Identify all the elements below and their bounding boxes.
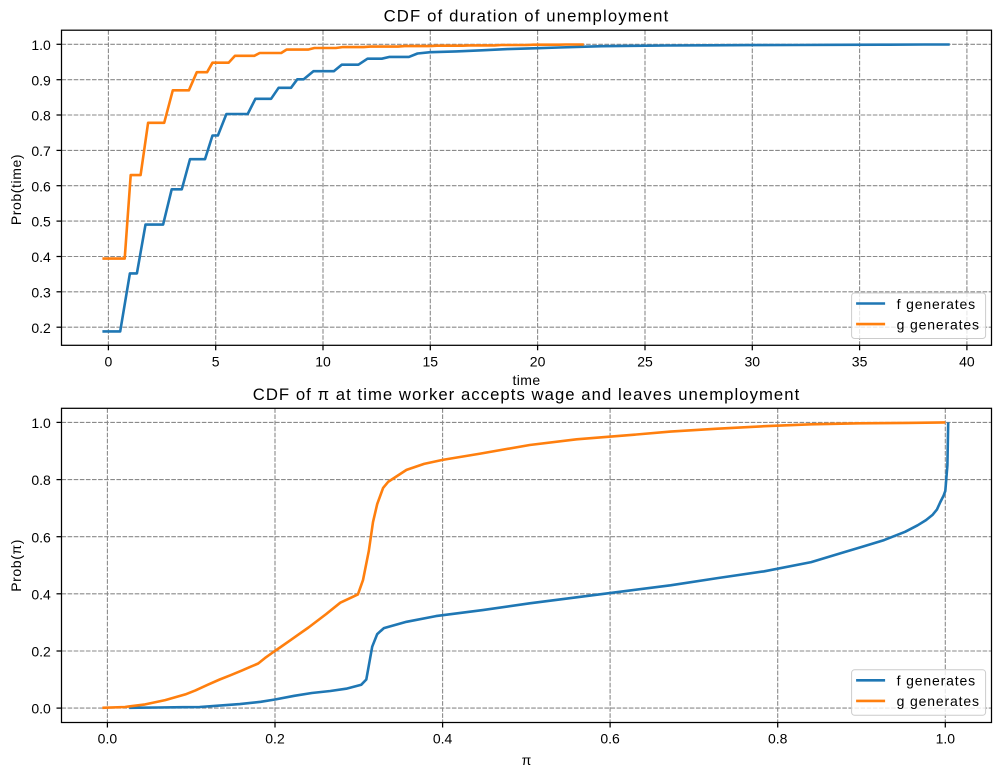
svg-text:0.8: 0.8 bbox=[31, 472, 51, 488]
svg-text:1.0: 1.0 bbox=[31, 415, 51, 431]
svg-text:0.8: 0.8 bbox=[768, 731, 788, 747]
svg-text:0.0: 0.0 bbox=[31, 701, 51, 717]
svg-text:10: 10 bbox=[315, 354, 331, 370]
svg-text:1.0: 1.0 bbox=[936, 731, 956, 747]
svg-text:CDF of π at time worker accept: CDF of π at time worker accepts wage and… bbox=[253, 385, 801, 404]
svg-text:π: π bbox=[522, 752, 532, 768]
svg-text:0.4: 0.4 bbox=[31, 586, 51, 602]
svg-text:f generates: f generates bbox=[897, 296, 976, 312]
svg-text:0.6: 0.6 bbox=[31, 178, 51, 194]
svg-text:0.4: 0.4 bbox=[31, 249, 51, 265]
svg-text:0: 0 bbox=[105, 354, 113, 370]
svg-text:40: 40 bbox=[959, 354, 975, 370]
svg-text:25: 25 bbox=[637, 354, 653, 370]
svg-text:0.2: 0.2 bbox=[265, 731, 285, 747]
svg-text:1.0: 1.0 bbox=[31, 37, 51, 53]
svg-text:0.7: 0.7 bbox=[31, 143, 51, 159]
svg-text:20: 20 bbox=[530, 354, 546, 370]
svg-text:0.2: 0.2 bbox=[31, 644, 51, 660]
svg-text:0.9: 0.9 bbox=[31, 72, 51, 88]
svg-text:0.8: 0.8 bbox=[31, 108, 51, 124]
svg-text:time: time bbox=[512, 372, 540, 388]
svg-text:0.2: 0.2 bbox=[31, 320, 51, 336]
svg-text:15: 15 bbox=[423, 354, 439, 370]
svg-text:0.6: 0.6 bbox=[31, 529, 51, 545]
svg-text:CDF of duration of unemploymen: CDF of duration of unemployment bbox=[384, 7, 670, 26]
svg-text:0.3: 0.3 bbox=[31, 284, 51, 300]
svg-text:g generates: g generates bbox=[897, 316, 980, 332]
svg-text:Prob(π): Prob(π) bbox=[8, 539, 24, 592]
svg-text:Prob(time): Prob(time) bbox=[8, 154, 24, 225]
svg-text:0.0: 0.0 bbox=[98, 731, 118, 747]
svg-text:0.6: 0.6 bbox=[600, 731, 620, 747]
svg-text:30: 30 bbox=[745, 354, 761, 370]
svg-text:0.4: 0.4 bbox=[433, 731, 453, 747]
svg-text:5: 5 bbox=[212, 354, 220, 370]
svg-text:0.5: 0.5 bbox=[31, 214, 51, 230]
svg-text:35: 35 bbox=[852, 354, 868, 370]
svg-text:g generates: g generates bbox=[897, 693, 980, 709]
svg-text:f generates: f generates bbox=[897, 673, 976, 689]
